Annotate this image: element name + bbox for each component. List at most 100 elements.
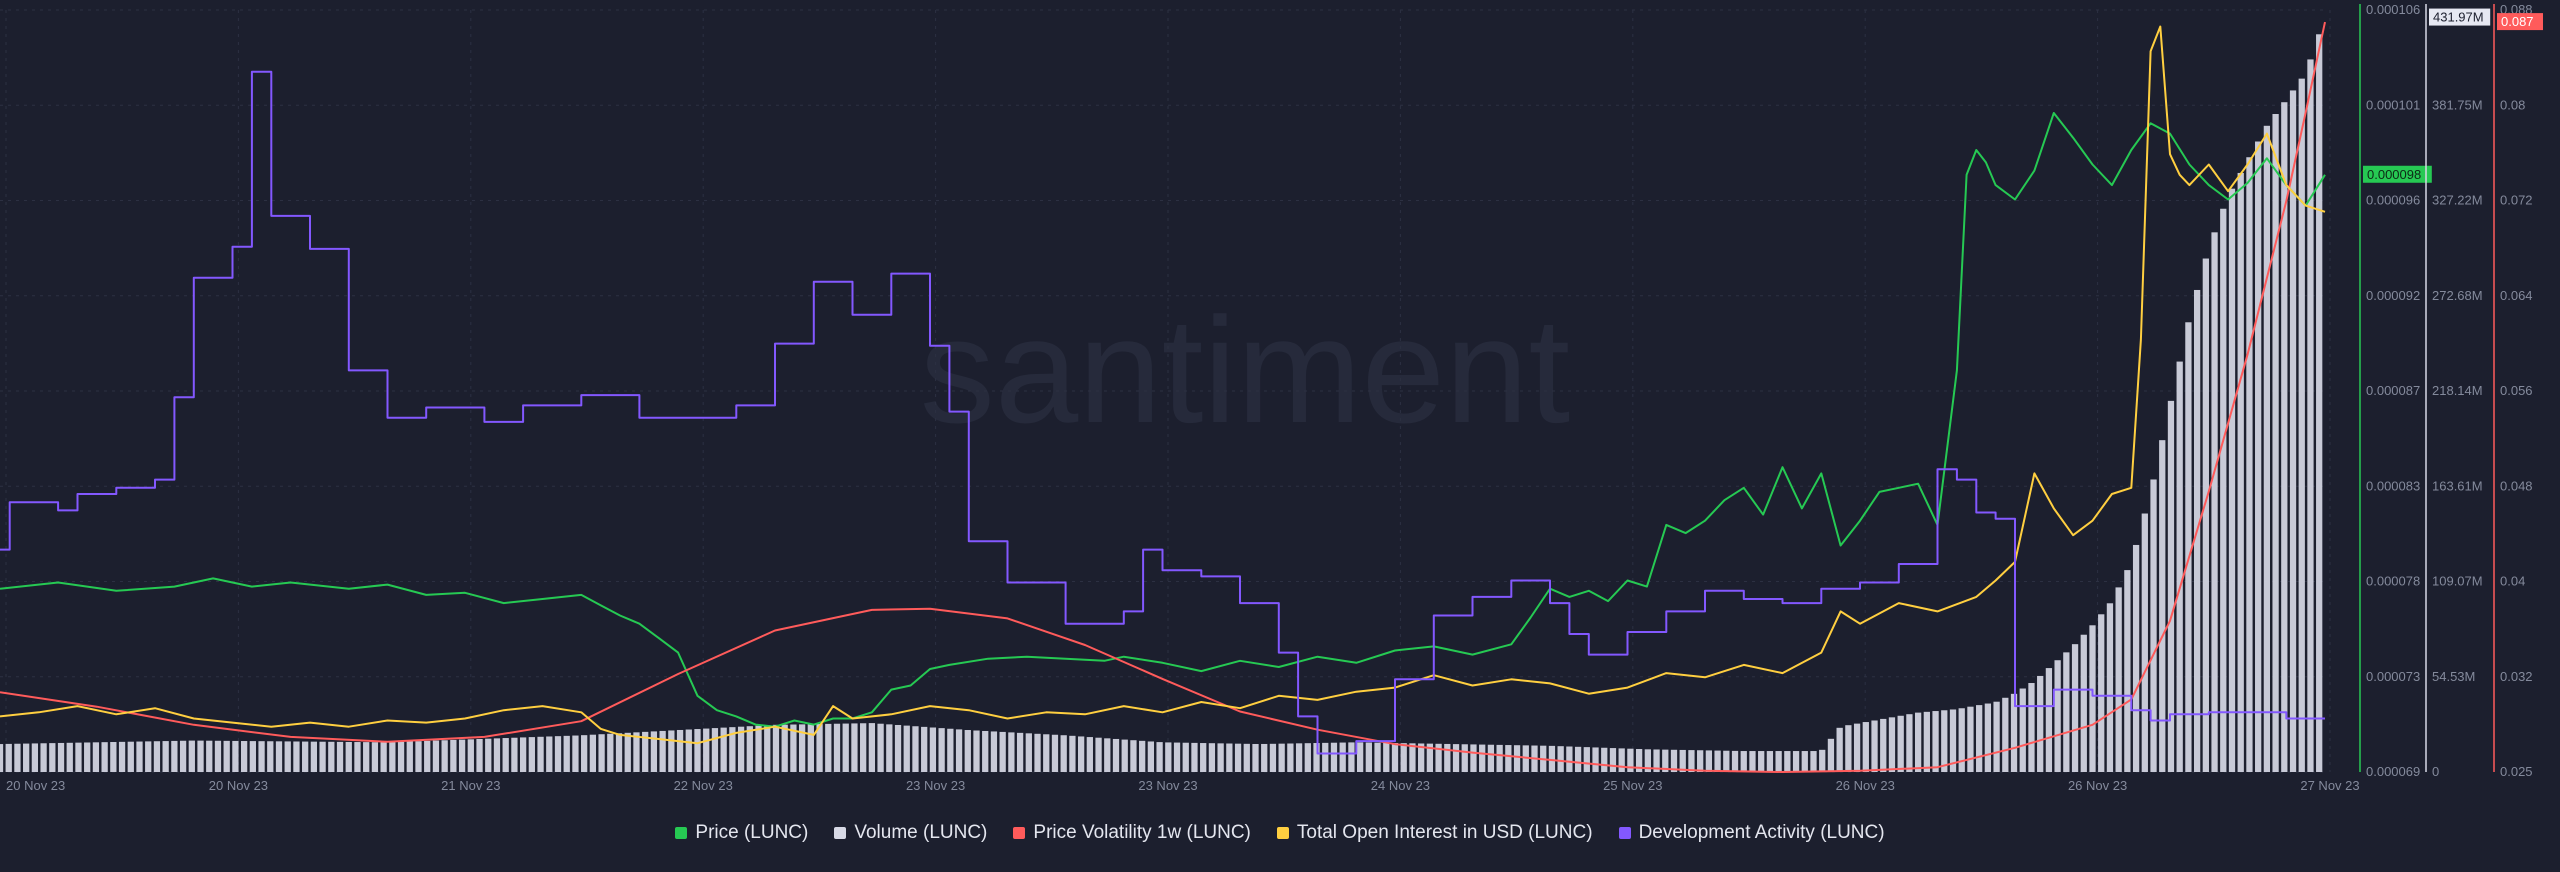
legend-item-volume-lunc[interactable]: Volume (LUNC) [834,822,987,844]
volatility-current-badge [2497,13,2543,31]
volume-bar [23,743,30,772]
volume-bar [1095,737,1102,772]
volume-bar [833,723,841,772]
volume-bar [75,742,82,772]
volume-bar [2132,544,2140,772]
volume-bar [1592,747,1599,772]
volatility-tick-label: 0.056 [2500,383,2533,398]
volume-bar [2106,603,2114,772]
volume-bar [1758,751,1765,772]
volatility-tick-label: 0.048 [2500,478,2533,493]
volume-bar [258,741,265,772]
volume-bar [389,742,396,772]
volume-bar [1819,749,1826,772]
volume-bar [275,741,283,772]
volume-bar [554,736,562,772]
volume-bar [860,723,867,772]
volume-bar [1034,733,1041,772]
volume-bar [703,728,710,772]
volume-bar [1714,750,1721,772]
volume-bar [1967,706,1974,772]
volume-bar [624,732,631,772]
volume-bar [1200,743,1207,772]
watermark: santiment [920,286,1570,454]
volume-bar [171,740,178,772]
legend-label: Price Volatility 1w (LUNC) [1033,822,1251,843]
legend-item-price-volatility-1w-lunc[interactable]: Price Volatility 1w (LUNC) [1013,822,1251,844]
volatility-tick-label: 0.04 [2500,574,2525,589]
volume-bar [40,743,47,772]
legend-item-development-activity-lunc[interactable]: Development Activity (LUNC) [1618,822,1885,844]
price-tick-label: 0.000092 [2366,288,2420,303]
volume-bar [2002,697,2009,772]
volume-bar [206,740,213,772]
volume-bar [1156,742,1163,772]
volume-bar [1853,723,1861,772]
volume-bar [973,730,980,772]
volume-bar [354,742,361,772]
x-tick-label: 22 Nov 23 [674,778,733,793]
volume-bar [877,723,884,772]
volume-bar [2307,59,2314,772]
volume-bar [145,741,152,772]
volume-bar [938,728,945,772]
legend-swatch [1276,827,1289,839]
volume-bar [2316,34,2323,772]
volume-bar [1191,742,1198,772]
volume-bar [179,740,187,772]
volume-bar [1688,750,1695,772]
volume-bar [2115,587,2122,772]
volume-bar [31,743,39,772]
legend-label: Price (LUNC) [695,822,809,843]
volume-bar [415,741,422,772]
volume-bar [2272,114,2279,773]
price-lunc-line [0,112,2326,728]
volume-bar [903,725,910,772]
price-tick-label: 0.000073 [2366,669,2420,684]
volume-bar [1932,711,1939,772]
volume-bar [1139,740,1146,772]
legend-swatch [1618,827,1631,839]
volume-bar [894,724,902,772]
volume-bar [127,741,134,772]
volume-bar [842,723,849,772]
volume-bar [685,729,692,772]
volume-bar [607,733,614,772]
volume-bar [1339,742,1346,772]
volume-bar [293,741,300,772]
volume-bar [1269,743,1277,772]
volume-bar [2054,660,2061,772]
volume-bar [581,735,588,772]
volume-bar [223,740,230,772]
volume-bar [781,724,788,772]
volume-bar [1173,742,1181,772]
volume-bar [1330,742,1338,772]
volume-bar [1182,742,1189,772]
volume-bar [1670,749,1678,772]
volume-bar [2289,90,2297,773]
price-tick-label: 0.000106 [2366,2,2420,17]
volume-bar [476,738,483,772]
volume-bar [136,741,143,772]
volume-bar [1906,714,1913,772]
volume-bar [990,731,998,772]
volume-bar [1784,751,1791,772]
volume-bar [197,740,204,772]
volume-bar [1862,722,1869,772]
volume-bar [2255,141,2262,772]
volume-bar [1435,743,1442,772]
volume-bar [1697,750,1704,772]
volume-bar [868,723,876,772]
volume-bar [1644,749,1651,772]
volume-bar [1418,743,1425,772]
legend-item-price-lunc[interactable]: Price (LUNC) [675,822,808,844]
volume-bar [2019,688,2026,772]
volume-bar [1505,745,1512,772]
volume-bar [214,740,222,772]
legend-item-total-open-interest-in-usd-lunc[interactable]: Total Open Interest in USD (LUNC) [1276,822,1593,844]
volume-bar [1391,743,1399,772]
volume-bar [1601,747,1608,772]
volume-bar [84,742,91,772]
volume-current-badge [2429,8,2491,26]
x-tick-label: 27 Nov 23 [2300,778,2359,793]
